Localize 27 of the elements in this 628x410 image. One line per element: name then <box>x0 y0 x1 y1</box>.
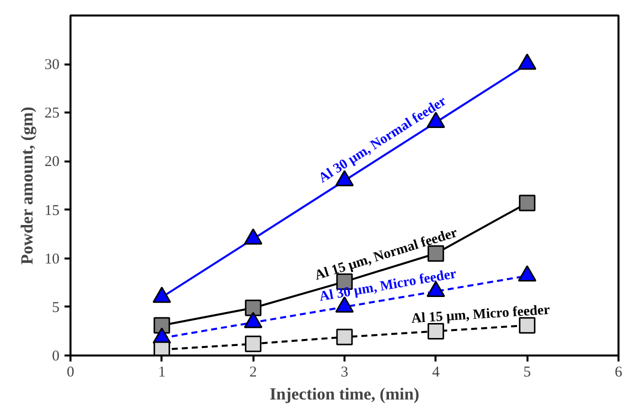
series-label: Al 15 μm, Micro feeder <box>410 302 550 327</box>
y-tick-label: 30 <box>44 57 60 74</box>
point <box>336 328 353 346</box>
x-tick-label: 3 <box>340 364 348 380</box>
point <box>428 322 444 340</box>
x-axis-title: Injection time, (min) <box>270 384 420 404</box>
y-tick-label: 5 <box>52 300 60 316</box>
y-tick-label: 0 <box>52 348 60 364</box>
y-tick-label: 10 <box>44 251 60 268</box>
x-tick-label: 6 <box>614 364 623 380</box>
point <box>518 317 536 334</box>
point <box>244 228 262 245</box>
point <box>518 54 536 70</box>
x-tick-label: 5 <box>523 364 531 380</box>
point <box>154 317 170 334</box>
point <box>244 336 262 352</box>
point <box>518 194 536 212</box>
y-tick-label: 15 <box>44 202 60 219</box>
y-tick-label: 20 <box>44 154 60 170</box>
x-tick-label: 2 <box>249 364 257 380</box>
point <box>154 341 170 356</box>
x-tick-label: 1 <box>158 364 166 380</box>
x-tick-label: 4 <box>432 364 440 380</box>
point <box>244 300 262 316</box>
x-tick-label: 0 <box>66 364 74 380</box>
y-axis-title: Powder amount, (gm) <box>18 106 36 265</box>
y-tick-label: 25 <box>44 106 60 122</box>
